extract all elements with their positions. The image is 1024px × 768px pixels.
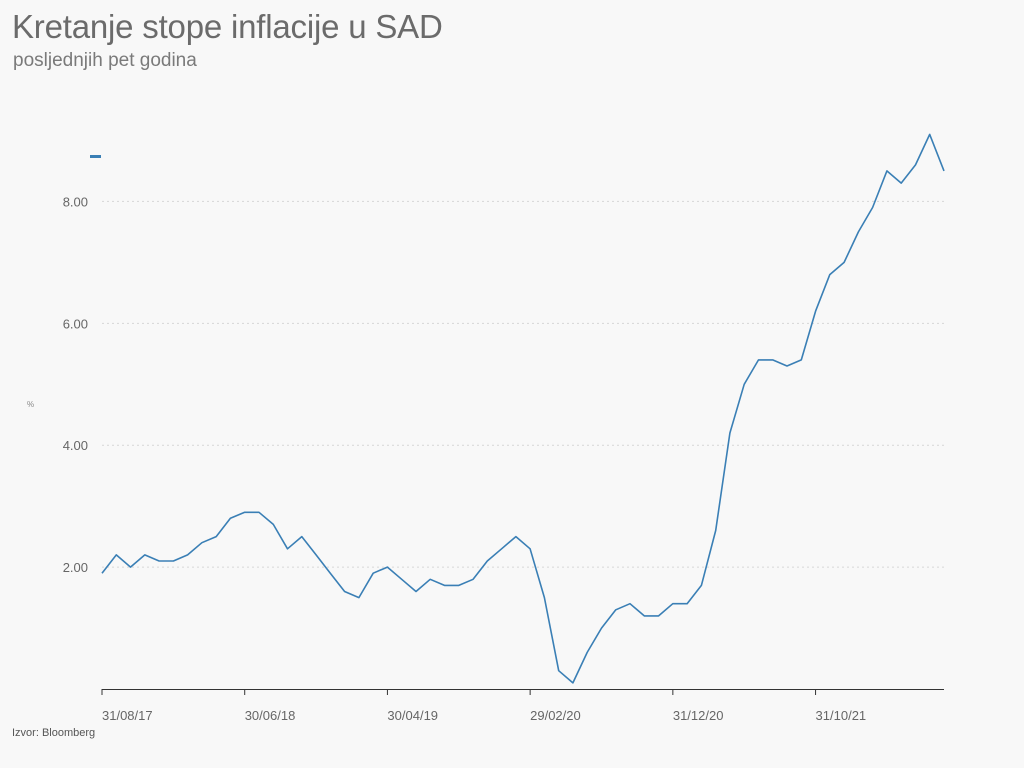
data-point xyxy=(713,528,719,534)
data-point xyxy=(499,546,505,552)
data-point xyxy=(113,552,119,558)
data-point xyxy=(884,168,890,174)
data-point xyxy=(870,205,876,211)
data-point xyxy=(199,540,205,546)
data-point xyxy=(570,680,576,686)
series-layer xyxy=(99,131,947,686)
data-point xyxy=(656,613,662,619)
data-point xyxy=(912,162,918,168)
chart-title: Kretanje stope inflacije u SAD xyxy=(12,8,443,45)
data-point xyxy=(185,552,191,558)
y-tick-label: 8.00 xyxy=(63,194,88,209)
data-point xyxy=(813,308,819,314)
data-point xyxy=(827,272,833,278)
data-point xyxy=(413,588,419,594)
data-point xyxy=(270,521,276,527)
data-point xyxy=(527,546,533,552)
data-point xyxy=(342,588,348,594)
data-point xyxy=(156,558,162,564)
data-point xyxy=(213,534,219,540)
data-point xyxy=(313,552,319,558)
data-point xyxy=(841,259,847,265)
data-point xyxy=(798,357,804,363)
data-point xyxy=(484,558,490,564)
data-point xyxy=(556,668,562,674)
y-axis-unit-label: % xyxy=(27,400,34,409)
y-tick-label: 6.00 xyxy=(63,316,88,331)
y-tick-label: 2.00 xyxy=(63,560,88,575)
data-point xyxy=(442,582,448,588)
data-point xyxy=(541,595,547,601)
data-point xyxy=(456,582,462,588)
data-point xyxy=(684,601,690,607)
data-point xyxy=(927,131,933,137)
data-point xyxy=(299,534,305,540)
data-point xyxy=(755,357,761,363)
y-tick-label: 4.00 xyxy=(63,438,88,453)
x-tick-label: 30/06/18 xyxy=(245,708,296,723)
x-tick-label: 31/10/21 xyxy=(816,708,867,723)
x-tick-label: 29/02/20 xyxy=(530,708,581,723)
data-point xyxy=(399,576,405,582)
data-point xyxy=(285,546,291,552)
data-point xyxy=(613,607,619,613)
data-point xyxy=(855,229,861,235)
chart-subtitle: posljednjih pet godina xyxy=(13,50,197,71)
data-point xyxy=(327,570,333,576)
data-point xyxy=(142,552,148,558)
data-point xyxy=(641,613,647,619)
data-point xyxy=(470,576,476,582)
data-point xyxy=(741,381,747,387)
grid-lines xyxy=(102,200,944,568)
data-point xyxy=(770,357,776,363)
data-point xyxy=(898,180,904,186)
y-tick-labels: 2.00 4.00 6.00 8.00 xyxy=(63,194,88,575)
data-point xyxy=(242,509,248,515)
data-point xyxy=(256,509,262,515)
data-point xyxy=(584,649,590,655)
data-point xyxy=(784,363,790,369)
x-tick-label: 30/04/19 xyxy=(387,708,438,723)
data-point xyxy=(427,576,433,582)
data-point xyxy=(99,570,105,576)
source-note: Izvor: Bloomberg xyxy=(12,727,96,739)
data-point xyxy=(513,534,519,540)
x-tick-labels: 31/08/17 30/06/18 30/04/19 29/02/20 31/12/20… xyxy=(101,689,867,723)
data-point xyxy=(727,430,733,436)
data-point xyxy=(698,582,704,588)
x-tick-label: 31/08/17 xyxy=(102,708,153,723)
data-point xyxy=(941,168,947,174)
data-point xyxy=(170,558,176,564)
data-point xyxy=(670,601,676,607)
data-point xyxy=(227,515,233,521)
data-point xyxy=(370,570,376,576)
x-tick-label: 31/12/20 xyxy=(673,708,724,723)
legend-swatch xyxy=(90,155,101,158)
data-point xyxy=(384,564,390,570)
data-point xyxy=(598,625,604,631)
data-point xyxy=(356,595,362,601)
data-point xyxy=(128,564,134,570)
data-point xyxy=(627,601,633,607)
series-line xyxy=(101,133,945,684)
